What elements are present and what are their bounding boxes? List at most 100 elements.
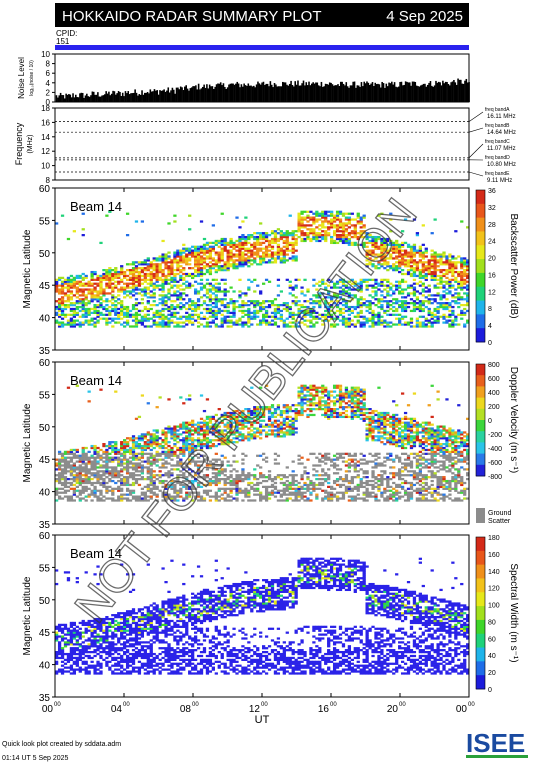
- data-cell: [87, 456, 91, 459]
- data-cell: [188, 437, 192, 440]
- data-cell: [220, 259, 224, 262]
- data-cell: [125, 477, 130, 481]
- data-cell: [264, 235, 269, 239]
- data-cell: [185, 253, 189, 256]
- data-cell: [63, 495, 68, 498]
- data-cell: [371, 313, 375, 316]
- data-cell: [66, 460, 71, 463]
- data-cell: [306, 214, 310, 217]
- data-cell: [66, 286, 71, 289]
- data-cell: [392, 265, 396, 268]
- data-cell: [57, 321, 62, 324]
- data-cell: [380, 298, 384, 301]
- data-cell: [220, 241, 224, 245]
- data-cell: [114, 472, 118, 475]
- data-cell: [173, 274, 177, 278]
- data-cell: [338, 212, 343, 215]
- data-cell: [120, 272, 124, 276]
- data-cell: [196, 444, 201, 448]
- data-cell: [238, 487, 242, 490]
- data-cell: [386, 284, 390, 287]
- data-cell: [208, 282, 213, 285]
- data-cell: [105, 456, 109, 459]
- data-cell: [149, 263, 153, 266]
- data-cell: [235, 409, 239, 413]
- data-cell: [421, 288, 425, 291]
- data-cell: [421, 251, 425, 254]
- data-cell: [365, 305, 369, 309]
- data-cell: [247, 317, 251, 320]
- data-cell: [226, 476, 230, 479]
- freq-ytick-label: 10: [41, 162, 50, 171]
- data-cell: [173, 276, 177, 280]
- data-cell: [267, 249, 272, 252]
- data-cell: [223, 269, 227, 272]
- colorbar-tick-label: 28: [488, 222, 496, 229]
- data-cell: [220, 298, 224, 301]
- data-cell: [128, 499, 133, 502]
- data-cell: [196, 298, 201, 301]
- data-cell: [99, 313, 103, 316]
- noise-bar: [331, 84, 334, 102]
- data-cell: [226, 315, 230, 318]
- data-cell: [335, 241, 340, 245]
- data-cell: [294, 323, 298, 326]
- data-cell: [173, 278, 177, 281]
- data-cell: [270, 303, 275, 307]
- data-cell: [191, 450, 195, 454]
- data-cell: [152, 284, 156, 287]
- data-cell: [223, 481, 227, 485]
- data-cell: [93, 290, 97, 293]
- data-cell: [114, 269, 118, 272]
- data-cell: [84, 315, 88, 318]
- data-cell: [264, 255, 269, 258]
- data-cell: [247, 417, 251, 420]
- data-cell: [84, 307, 88, 311]
- data-cell: [238, 241, 242, 245]
- data-cell: [161, 282, 165, 285]
- data-cell: [196, 247, 201, 250]
- data-cell: [72, 448, 76, 452]
- data-cell: [368, 241, 372, 245]
- data-cell: [90, 456, 94, 459]
- data-cell: [433, 274, 437, 278]
- data-cell: [93, 286, 97, 289]
- data-cell: [380, 239, 384, 243]
- data-cell: [392, 243, 396, 246]
- data-cell: [421, 325, 425, 328]
- data-cell: [430, 267, 434, 270]
- data-cell: [205, 441, 210, 444]
- data-cell: [131, 315, 136, 318]
- data-cell: [232, 245, 236, 248]
- data-cell: [161, 274, 165, 278]
- data-cell: [167, 325, 171, 328]
- data-cell: [182, 247, 186, 250]
- data-cell: [421, 315, 425, 318]
- data-cell: [259, 241, 263, 245]
- data-cell: [327, 296, 331, 299]
- data-cell: [356, 305, 360, 309]
- data-cell: [448, 263, 452, 266]
- data-cell: [167, 319, 171, 322]
- data-cell: [214, 253, 218, 256]
- data-cell: [463, 274, 467, 278]
- data-cell: [170, 267, 174, 270]
- data-cell: [244, 421, 248, 424]
- data-cell: [211, 495, 215, 498]
- data-cell: [353, 226, 357, 229]
- noise-bar: [123, 96, 125, 102]
- data-cell: [285, 309, 289, 313]
- data-cell: [146, 263, 150, 266]
- data-cell: [199, 288, 204, 291]
- data-cell: [347, 237, 352, 241]
- data-cell: [202, 499, 207, 502]
- data-cell: [143, 319, 147, 322]
- data-cell: [167, 309, 171, 313]
- data-cell: [247, 237, 251, 241]
- data-cell: [241, 423, 245, 426]
- data-cell: [193, 245, 198, 248]
- data-cell: [125, 481, 130, 485]
- data-cell: [412, 302, 417, 305]
- data-cell: [247, 409, 251, 413]
- data-cell: [232, 431, 236, 434]
